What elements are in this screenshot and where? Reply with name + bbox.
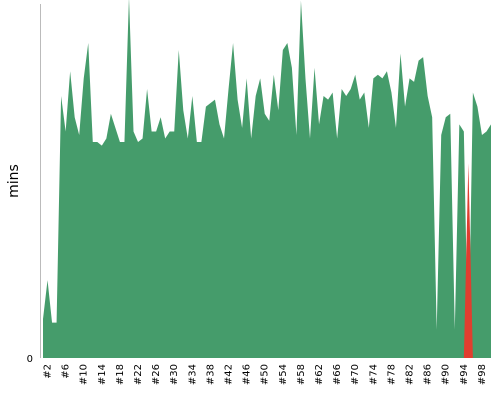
x-tick-label: #30 (169, 364, 180, 385)
x-tick-label: #34 (187, 364, 198, 385)
x-tick-label: #38 (205, 364, 216, 385)
x-tick-label: #10 (79, 364, 90, 385)
x-tick-label: #70 (350, 364, 361, 385)
x-tick-label: #18 (115, 364, 126, 385)
y-axis-ticks: 0 (27, 354, 33, 365)
x-tick-label: #86 (423, 364, 434, 385)
x-tick-label: #62 (314, 364, 325, 385)
x-tick-label: #74 (368, 364, 379, 385)
area-series-success (43, 0, 491, 358)
x-tick-label: #26 (151, 364, 162, 385)
x-tick-label: #2 (43, 364, 54, 379)
x-tick-label: #90 (441, 364, 452, 385)
x-tick-label: #46 (242, 364, 253, 385)
x-tick-label: #58 (296, 364, 307, 385)
x-axis-tick-labels: #2 #6 #10 #14 #18 #22 #26 #30 #34 #38 #42 #46 #50 #54… (43, 364, 488, 385)
x-tick-label: #6 (61, 364, 72, 379)
x-tick-label: #98 (477, 364, 488, 385)
x-tick-label: #14 (97, 364, 108, 385)
series-areas (43, 0, 491, 358)
x-tick-label: #82 (405, 364, 416, 385)
y-axis-label: mins (6, 164, 22, 198)
x-tick-label: #54 (278, 364, 289, 385)
x-tick-label: #50 (260, 364, 271, 385)
x-tick-label: #78 (386, 364, 397, 385)
x-tick-label: #42 (224, 364, 235, 385)
x-tick-label: #94 (459, 364, 470, 385)
x-tick-label: #66 (332, 364, 343, 385)
x-tick-label: #22 (133, 364, 144, 385)
y-tick-label: 0 (27, 354, 33, 365)
